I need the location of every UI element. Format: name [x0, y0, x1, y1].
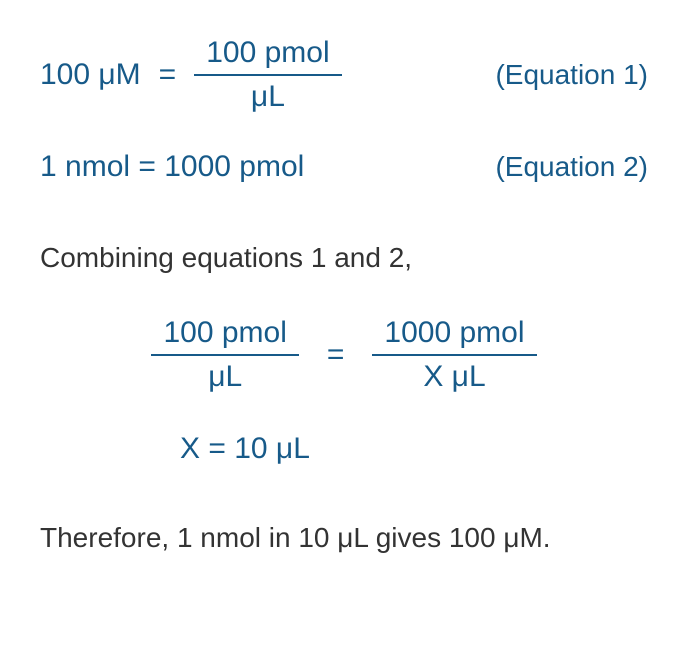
equation-2-row: 1 nmol = 1000 pmol (Equation 2): [40, 150, 648, 184]
eq1-label: (Equation 1): [467, 59, 648, 91]
eq1-equals: =: [159, 58, 177, 92]
eq1-numerator: 100 pmol: [194, 36, 341, 74]
eq3-left-numerator: 100 pmol: [151, 316, 298, 354]
eq3-right-numerator: 1000 pmol: [372, 316, 536, 354]
equation-1-row: 100 μM = 100 pmol μL (Equation 1): [40, 36, 648, 114]
eq3-equals: =: [327, 338, 345, 372]
eq4-expression: X = 10 μL: [180, 432, 310, 465]
eq3-left-fraction: 100 pmol μL: [151, 316, 298, 394]
eq2-expression: 1 nmol = 1000 pmol: [40, 150, 304, 184]
conclusion-text: Therefore, 1 nmol in 10 μL gives 100 μM.: [40, 522, 648, 554]
equation-3-row: 100 pmol μL = 1000 pmol X μL: [40, 316, 648, 394]
eq1-lhs: 100 μM: [40, 58, 141, 92]
equation-4-row: X = 10 μL: [40, 432, 648, 466]
combining-text: Combining equations 1 and 2,: [40, 242, 648, 274]
eq1-denominator: μL: [239, 76, 297, 114]
eq3-right-denominator: X μL: [411, 356, 497, 394]
eq1-fraction: 100 pmol μL: [194, 36, 341, 114]
eq2-label: (Equation 2): [467, 151, 648, 183]
eq3-left-denominator: μL: [196, 356, 254, 394]
eq3-right-fraction: 1000 pmol X μL: [372, 316, 536, 394]
